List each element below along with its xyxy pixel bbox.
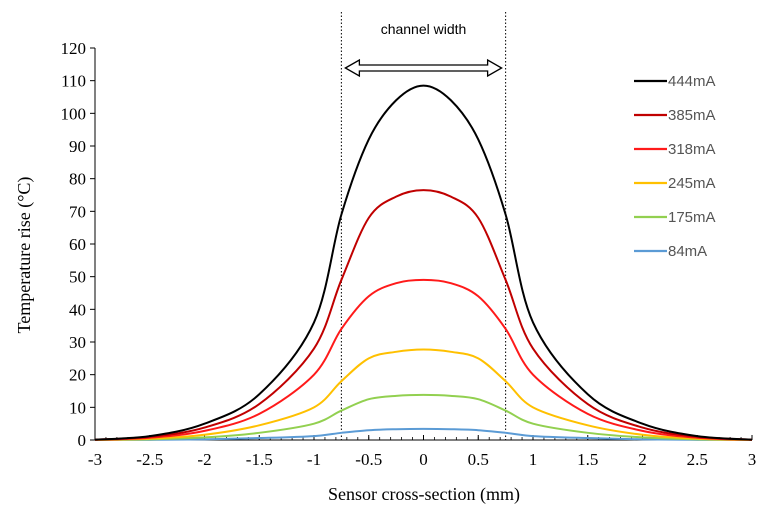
y-tick-label: 70 (69, 202, 86, 221)
series-line-84mA (94, 427, 753, 441)
legend-label-175mA: 175mA (668, 209, 716, 226)
series-line-444mA (94, 84, 753, 441)
x-tick-label: 1.5 (577, 450, 598, 469)
x-axis-ticks: -3 -2.5 -2 -1.5 -1 -0.5 0 0.5 1 1.5 2 2.5 3 (88, 435, 756, 469)
y-tick-label: 10 (69, 398, 86, 417)
x-tick-label: 3 (748, 450, 757, 469)
series-line-175mA (94, 393, 753, 441)
x-tick-label: 0.5 (468, 450, 489, 469)
y-axis-ticks: 0 10 20 30 40 50 60 70 80 90 100 110 120 (61, 39, 95, 450)
legend: 444mA 385mA 318mA 245mA 175mA 84mA (634, 73, 716, 260)
series-line-318mA (94, 278, 753, 441)
legend-label-84mA: 84mA (668, 243, 707, 260)
y-tick-label: 60 (69, 235, 86, 254)
y-tick-label: 40 (69, 300, 86, 319)
x-tick-label: 2 (638, 450, 647, 469)
y-tick-label: 80 (69, 170, 86, 189)
y-tick-label: 0 (78, 431, 87, 450)
y-tick-label: 20 (69, 366, 86, 385)
y-tick-label: 120 (61, 39, 87, 58)
legend-label-385mA: 385mA (668, 107, 716, 124)
series-lines (94, 84, 753, 441)
channel-annotation: channel width (340, 12, 507, 440)
channel-width-label: channel width (381, 21, 467, 37)
legend-label-245mA: 245mA (668, 175, 716, 192)
x-tick-label: -2 (197, 450, 211, 469)
y-tick-label: 90 (69, 137, 86, 156)
channel-width-arrow (344, 58, 503, 78)
y-tick-label: 110 (61, 72, 86, 91)
x-tick-label: 0 (419, 450, 428, 469)
x-tick-label: 1 (529, 450, 538, 469)
x-tick-label: -3 (88, 450, 102, 469)
x-tick-label: -1.5 (246, 450, 273, 469)
series-line-385mA (94, 189, 753, 441)
y-tick-label: 30 (69, 333, 86, 352)
axes (94, 48, 752, 441)
series-line-245mA (94, 348, 753, 441)
x-tick-label: -0.5 (355, 450, 382, 469)
x-tick-label: -1 (307, 450, 321, 469)
legend-label-318mA: 318mA (668, 141, 716, 158)
y-tick-label: 50 (69, 268, 86, 287)
x-tick-label: 2.5 (687, 450, 708, 469)
y-axis-title: Temperature rise (°C) (14, 177, 35, 334)
legend-label-444mA: 444mA (668, 73, 716, 90)
x-tick-label: -2.5 (136, 450, 163, 469)
y-tick-label: 100 (61, 104, 87, 123)
x-axis-title: Sensor cross-section (mm) (328, 484, 520, 505)
